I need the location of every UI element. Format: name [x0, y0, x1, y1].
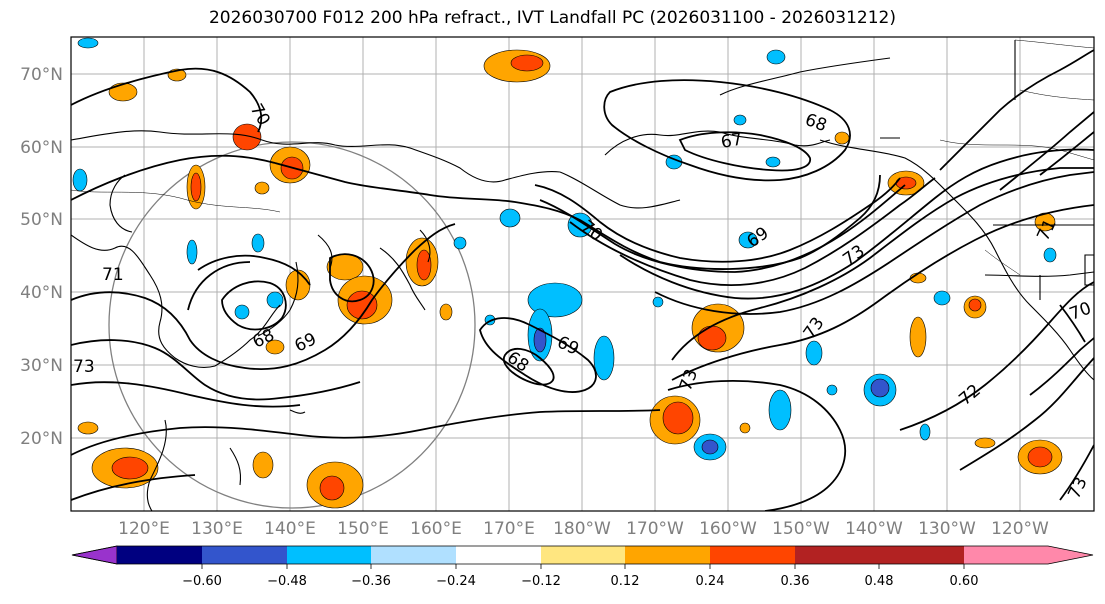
borders	[71, 39, 1094, 276]
latitude-labels: 70°N 60°N 50°N 40°N 30°N 20°N	[20, 65, 63, 449]
colorbar-segment	[625, 546, 710, 564]
colorbar-tick-label: 0.36	[781, 574, 810, 589]
lon-label: 180°W	[553, 519, 611, 539]
colorbar-tick-label: −0.60	[182, 574, 222, 589]
refractivity-contours	[71, 49, 1094, 511]
colorbar-tick-label: 0.60	[950, 574, 979, 589]
lon-label: 170°E	[483, 519, 535, 539]
longitude-labels: 120°E 130°E 140°E 150°E 160°E 170°E 180°…	[118, 519, 1049, 539]
colorbar-segment	[879, 546, 964, 564]
gridlines	[71, 37, 1094, 511]
lon-label: 160°W	[699, 519, 757, 539]
colorbar-segment	[287, 546, 371, 564]
colorbar-tick-label: 0.24	[696, 574, 725, 589]
lon-label: 170°W	[626, 519, 684, 539]
colorbar-segment	[795, 546, 879, 564]
colorbar-segment	[456, 546, 541, 564]
colorbar-ticks	[201, 564, 965, 569]
colorbar-tick-label: 0.12	[611, 574, 640, 589]
colorbar-tick-label: 0.48	[865, 574, 894, 589]
map-title: 2026030700 F012 200 hPa refract., IVT La…	[208, 8, 896, 28]
colorbar-segment	[371, 546, 456, 564]
negative-anomaly-fills	[72, 37, 1057, 461]
lat-label: 20°N	[20, 429, 63, 449]
region-circle	[108, 141, 476, 509]
coastlines	[71, 40, 1094, 511]
contour-label: 71	[102, 265, 124, 285]
lat-label: 40°N	[20, 283, 63, 303]
lon-label: 140°E	[264, 519, 316, 539]
lon-label: 150°E	[337, 519, 389, 539]
lon-label: 160°E	[410, 519, 462, 539]
colorbar-tick-label: −0.36	[351, 574, 391, 589]
positive-anomaly-fills	[77, 49, 1063, 509]
lat-label: 30°N	[20, 356, 63, 376]
map-frame	[70, 36, 1095, 512]
colorbar-outline	[71, 545, 1094, 565]
lat-label: 50°N	[20, 210, 63, 230]
colorbar-segment	[541, 546, 625, 564]
lon-label: 130°E	[191, 519, 243, 539]
lon-label: 120°W	[991, 519, 1049, 539]
colorbar-segment	[202, 546, 287, 564]
colorbar-segment	[710, 546, 795, 564]
colorbar-segment	[117, 546, 202, 564]
lon-label: 150°W	[772, 519, 830, 539]
colorbar-max-extend	[964, 546, 1093, 564]
contour-label: 67	[719, 129, 744, 152]
colorbar-tick-label: −0.12	[521, 574, 561, 589]
lon-label: 130°W	[918, 519, 976, 539]
lon-label: 120°E	[118, 519, 170, 539]
contour-label: 73	[73, 357, 95, 377]
colorbar-tick-label: −0.24	[436, 574, 476, 589]
lat-label: 70°N	[20, 65, 63, 85]
lon-label: 140°W	[845, 519, 903, 539]
colorbar: −0.60 −0.48 −0.36 −0.24 −0.12 0.12 0.24 …	[71, 545, 1094, 589]
lat-label: 60°N	[20, 138, 63, 158]
colorbar-min-extend	[71, 545, 118, 565]
colorbar-tick-label: −0.48	[267, 574, 307, 589]
